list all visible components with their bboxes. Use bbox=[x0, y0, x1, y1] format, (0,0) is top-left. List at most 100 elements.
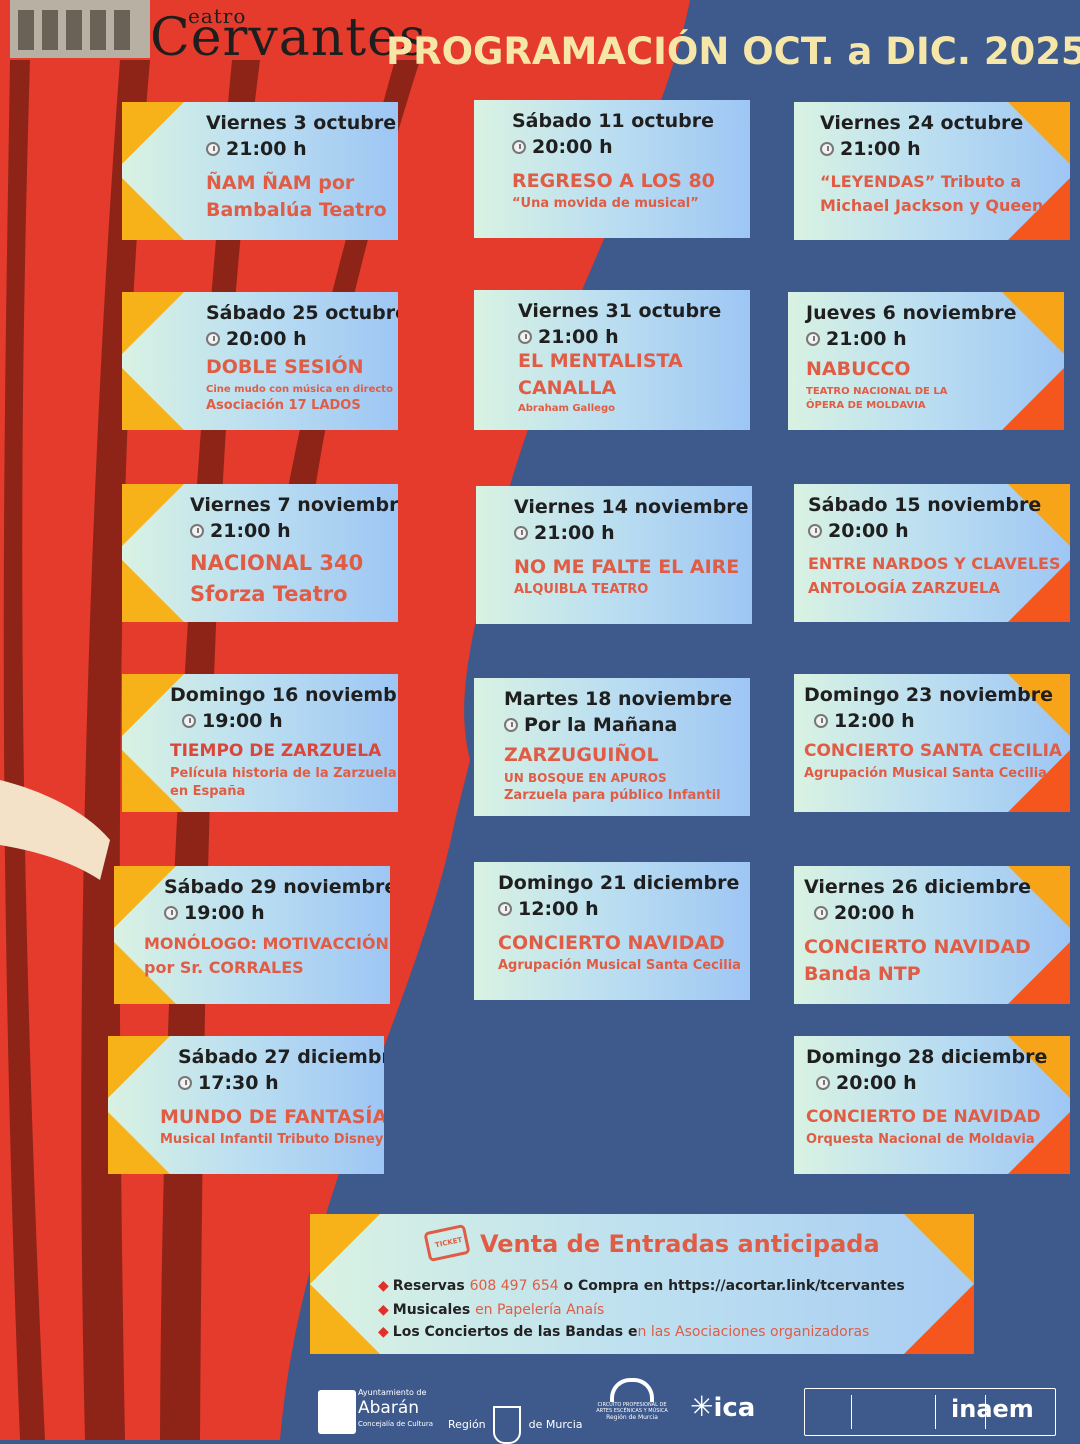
event-time: 20:00 h bbox=[828, 520, 909, 542]
event-card[interactable]: Viernes 14 noviembre 21:00 h NO ME FALTE… bbox=[476, 486, 752, 624]
event-subtitle: TEATRO NACIONAL DE LA bbox=[806, 386, 948, 397]
event-subtitle: Musical Infantil Tributo Disney bbox=[160, 1132, 384, 1147]
event-card[interactable]: Sábado 29 noviembre 19:00 h MONÓLOGO: MO… bbox=[114, 866, 390, 1004]
event-date: Viernes 26 diciembre bbox=[804, 876, 1031, 898]
event-date: Domingo 16 noviembre bbox=[170, 684, 398, 706]
circuito-logo: CIRCUITO PROFESIONAL DE ARTES ESCÉNICAS … bbox=[592, 1378, 672, 1421]
clock-icon bbox=[820, 142, 834, 156]
event-date: Viernes 31 octubre bbox=[518, 300, 722, 322]
event-title: CONCIERTO NAVIDAD bbox=[498, 932, 725, 954]
booking-link[interactable]: o Compra en https://acortar.link/tcervan… bbox=[563, 1278, 905, 1294]
event-title: NO ME FALTE EL AIRE bbox=[514, 556, 740, 578]
event-subtitle: “Una movida de musical” bbox=[512, 196, 699, 211]
clock-icon bbox=[206, 332, 220, 346]
sales-title: Venta de Entradas anticipada bbox=[480, 1230, 880, 1258]
event-title: TIEMPO DE ZARZUELA bbox=[170, 741, 382, 761]
page-title: PROGRAMACIÓN OCT. a DIC. 2025 bbox=[386, 30, 1080, 73]
event-time: 20:00 h bbox=[226, 328, 307, 350]
event-time: 21:00 h bbox=[826, 328, 907, 350]
event-subtitle: Banda NTP bbox=[804, 963, 921, 985]
logo-small-text: eatro bbox=[188, 4, 247, 28]
event-title: ZARZUGUIÑOL bbox=[504, 744, 659, 766]
event-subtitle: Michael Jackson y Queen bbox=[820, 196, 1044, 215]
event-date: Sábado 15 noviembre bbox=[808, 494, 1042, 516]
event-date: Viernes 24 octubre bbox=[820, 112, 1024, 134]
clock-icon bbox=[164, 906, 178, 920]
event-card[interactable]: Sábado 27 diciembre 17:30 h MUNDO DE FAN… bbox=[108, 1036, 384, 1174]
event-time: 20:00 h bbox=[834, 902, 915, 924]
event-date: Viernes 3 octubre bbox=[206, 112, 397, 134]
event-card[interactable]: Viernes 24 octubre 21:00 h “LEYENDAS” Tr… bbox=[794, 102, 1070, 240]
event-date: Viernes 7 noviembre bbox=[190, 494, 398, 516]
event-date: Domingo 23 noviembre bbox=[804, 684, 1054, 706]
event-card[interactable]: Sábado 25 octubre 20:00 h DOBLE SESIÓN C… bbox=[122, 292, 398, 430]
event-date: Sábado 29 noviembre bbox=[164, 876, 390, 898]
clock-icon bbox=[206, 142, 220, 156]
event-title: CONCIERTO DE NAVIDAD bbox=[806, 1107, 1041, 1127]
event-title: ENTRE NARDOS Y CLAVELES bbox=[808, 554, 1061, 573]
phone-number: 608 497 654 bbox=[469, 1278, 559, 1294]
event-card[interactable]: Domingo 28 diciembre 20:00 h CONCIERTO D… bbox=[794, 1036, 1070, 1174]
event-subtitle: Agrupación Musical Santa Cecilia bbox=[804, 766, 1047, 781]
event-title: NABUCCO bbox=[806, 358, 911, 380]
clock-icon bbox=[182, 714, 196, 728]
event-date: Domingo 28 diciembre bbox=[806, 1046, 1048, 1068]
clock-icon bbox=[814, 714, 828, 728]
event-subtitle: Sforza Teatro bbox=[190, 582, 348, 606]
event-card[interactable]: Martes 18 noviembre Por la Mañana ZARZUG… bbox=[474, 678, 750, 816]
event-title: NACIONAL 340 bbox=[190, 551, 364, 575]
event-time: Por la Mañana bbox=[524, 714, 678, 736]
clock-icon bbox=[498, 902, 512, 916]
event-card[interactable]: Sábado 11 octubre 20:00 h REGRESO A LOS … bbox=[474, 100, 750, 238]
event-time: 21:00 h bbox=[840, 138, 921, 160]
event-card[interactable]: Domingo 21 diciembre 12:00 h CONCIERTO N… bbox=[474, 862, 750, 1000]
event-card[interactable]: Viernes 26 diciembre 20:00 h CONCIERTO N… bbox=[794, 866, 1070, 1004]
clock-icon bbox=[512, 140, 526, 154]
event-date: Domingo 21 diciembre bbox=[498, 872, 740, 894]
event-title: MUNDO DE FANTASÍA bbox=[160, 1106, 384, 1128]
event-title: CONCIERTO NAVIDAD bbox=[804, 936, 1031, 958]
event-subtitle: por Sr. CORRALES bbox=[144, 958, 304, 977]
event-card[interactable]: Domingo 23 noviembre 12:00 h CONCIERTO S… bbox=[794, 674, 1070, 812]
event-time: 17:30 h bbox=[198, 1072, 279, 1094]
event-time: 21:00 h bbox=[538, 326, 619, 348]
event-subtitle: Agrupación Musical Santa Cecilia bbox=[498, 958, 741, 973]
clock-icon bbox=[808, 524, 822, 538]
event-date: Sábado 25 octubre bbox=[206, 302, 398, 324]
clock-icon bbox=[806, 332, 820, 346]
event-card[interactable]: Domingo 16 noviembre 19:00 h TIEMPO DE Z… bbox=[122, 674, 398, 812]
event-subtitle: UN BOSQUE EN APUROS bbox=[504, 771, 667, 785]
clock-icon bbox=[178, 1076, 192, 1090]
event-date: Jueves 6 noviembre bbox=[806, 302, 1017, 324]
event-time: 21:00 h bbox=[226, 138, 307, 160]
event-note: en España bbox=[170, 784, 246, 799]
event-subtitle: ANTOLOGÍA ZARZUELA bbox=[808, 579, 1001, 597]
event-time: 21:00 h bbox=[534, 522, 615, 544]
event-title: ÑAM ÑAM por bbox=[206, 172, 355, 194]
event-time: 19:00 h bbox=[184, 902, 265, 924]
event-title-line2: CANALLA bbox=[518, 377, 617, 399]
event-date: Viernes 14 noviembre bbox=[514, 496, 749, 518]
event-card[interactable]: Viernes 3 octubre 21:00 h ÑAM ÑAM por Ba… bbox=[122, 102, 398, 240]
clock-icon bbox=[504, 718, 518, 732]
event-card[interactable]: Jueves 6 noviembre 21:00 h NABUCCO TEATR… bbox=[788, 292, 1064, 430]
event-subtitle: ALQUIBLA TEATRO bbox=[514, 582, 649, 597]
clock-icon bbox=[518, 330, 532, 344]
event-date: Sábado 11 octubre bbox=[512, 110, 715, 132]
clock-icon bbox=[816, 1076, 830, 1090]
event-time: 19:00 h bbox=[202, 710, 283, 732]
event-note: Zarzuela para público Infantil bbox=[504, 788, 721, 803]
event-date: Martes 18 noviembre bbox=[504, 688, 733, 710]
sales-line-conciertos: ◆ Los Conciertos de las Bandas en las Aso… bbox=[378, 1324, 870, 1340]
event-title: MONÓLOGO: MOTIVACCIÓN bbox=[144, 934, 389, 953]
event-title: EL MENTALISTA bbox=[518, 350, 683, 372]
event-time: 12:00 h bbox=[518, 898, 599, 920]
event-card[interactable]: Viernes 31 octubre 21:00 h EL MENTALISTA… bbox=[474, 290, 750, 430]
event-subtitle: Cine mudo con música en directo bbox=[206, 384, 393, 395]
event-subtitle: Bambalúa Teatro bbox=[206, 199, 387, 221]
event-card[interactable]: Sábado 15 noviembre 20:00 h ENTRE NARDOS… bbox=[794, 484, 1070, 622]
event-title: CONCIERTO SANTA CECILIA bbox=[804, 741, 1063, 761]
event-card[interactable]: Viernes 7 noviembre 21:00 h NACIONAL 340… bbox=[122, 484, 398, 622]
region-murcia-logo: Región de Murcia bbox=[448, 1406, 583, 1444]
event-note: Asociación 17 LADOS bbox=[206, 398, 361, 413]
